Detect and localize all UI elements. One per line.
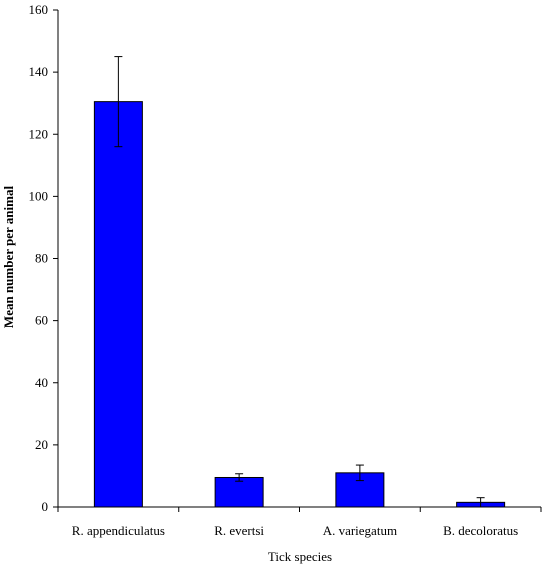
bar xyxy=(335,472,385,508)
y-tick-label: 140 xyxy=(29,64,49,79)
bar xyxy=(214,476,264,508)
y-axis-title: Mean number per animal xyxy=(1,186,16,329)
y-tick-label: 0 xyxy=(42,499,49,514)
y-tick-label: 80 xyxy=(35,251,48,266)
x-tick-label: R. evertsi xyxy=(214,523,264,538)
x-tick-label: R. appendiculatus xyxy=(72,523,165,538)
x-tick-label: A. variegatum xyxy=(323,523,397,538)
bars xyxy=(93,101,506,508)
y-tick-label: 160 xyxy=(29,2,49,17)
y-tick-label: 40 xyxy=(35,375,48,390)
y-tick-label: 120 xyxy=(29,126,49,141)
y-tick-label: 60 xyxy=(35,313,48,328)
x-tick-labels: R. appendiculatus R. evertsi A. variegatum… xyxy=(72,523,518,538)
x-axis-title: Tick species xyxy=(268,549,332,564)
bar xyxy=(93,101,143,508)
x-tick-label: B. decoloratus xyxy=(443,523,518,538)
y-ticks: 0 20 40 60 80 100 120 140 160 xyxy=(29,2,58,514)
y-tick-label: 100 xyxy=(29,188,49,203)
y-tick-label: 20 xyxy=(35,437,48,452)
error-bars xyxy=(114,56,485,508)
